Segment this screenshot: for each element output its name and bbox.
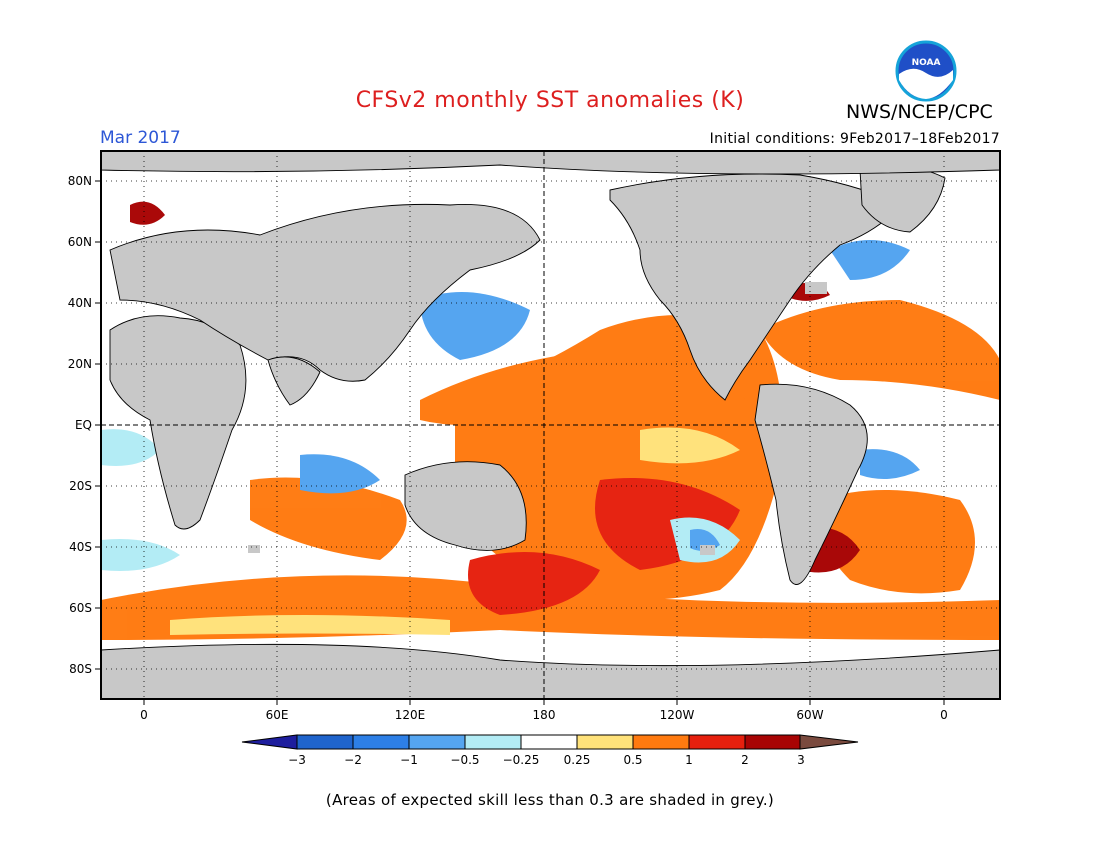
sst-anomaly-map: 80N 60N 40N 20N EQ 20S 40S 60S 80S 0 60E… bbox=[68, 150, 1001, 767]
colorbar-label-neg1: −1 bbox=[400, 753, 418, 767]
forecast-month: Mar 2017 bbox=[100, 128, 181, 148]
initial-conditions: Initial conditions: 9Feb2017–18Feb2017 bbox=[709, 131, 1000, 147]
anomaly-south-atlantic bbox=[818, 490, 975, 594]
colorbar-label-3: 3 bbox=[797, 753, 805, 767]
south-america bbox=[754, 383, 868, 585]
lon-label-60w: 60W bbox=[796, 708, 823, 722]
lon-label-0-west: 0 bbox=[140, 708, 148, 722]
anomaly-south-atlantic-cool bbox=[860, 449, 920, 479]
colorbar-bin-2 bbox=[352, 734, 410, 750]
colorbar-high-arrow bbox=[799, 734, 859, 750]
skill-footnote: (Areas of expected skill less than 0.3 a… bbox=[325, 791, 775, 809]
antarctica bbox=[101, 643, 1000, 699]
cool-anomaly-regions bbox=[101, 240, 920, 571]
reference-lines bbox=[101, 151, 1000, 699]
anomaly-norwegian-sea-hot-spot bbox=[130, 201, 165, 225]
colorbar-bin-8 bbox=[688, 734, 746, 750]
land-masses bbox=[101, 151, 1000, 699]
lon-label-120e: 120E bbox=[395, 708, 426, 722]
north-america bbox=[609, 173, 901, 401]
anomaly-yellow-patch-2 bbox=[170, 615, 450, 635]
anomaly-indian-ocean-cool bbox=[300, 454, 380, 494]
africa bbox=[109, 315, 247, 530]
arctic-land bbox=[101, 151, 1000, 175]
anomaly-northwest-pacific-cool bbox=[420, 292, 530, 360]
colorbar-label-neg2: −2 bbox=[344, 753, 362, 767]
colorbar bbox=[241, 734, 859, 750]
agency-label: NWS/NCEP/CPC bbox=[846, 101, 993, 123]
lat-label-40n: 40N bbox=[68, 296, 92, 310]
map-title: CFSv2 monthly SST anomalies (K) bbox=[355, 88, 745, 113]
lat-label-20n: 20N bbox=[68, 357, 92, 371]
lon-label-60e: 60E bbox=[266, 708, 289, 722]
anomaly-indian-ocean bbox=[250, 477, 407, 560]
colorbar-low-arrow bbox=[241, 734, 298, 750]
colorbar-bin-4 bbox=[464, 734, 522, 750]
anomaly-tropical-atlantic-cool bbox=[101, 429, 160, 466]
anomaly-north-pacific-band bbox=[420, 350, 760, 430]
colorbar-bin-5 bbox=[520, 734, 578, 750]
lat-label-80n: 80N bbox=[68, 174, 92, 188]
colorbar-bin-1 bbox=[296, 734, 354, 750]
colorbar-label-neg0-25: −0.25 bbox=[503, 753, 540, 767]
colorbar-label-0-25: 0.25 bbox=[564, 753, 591, 767]
lat-label-20s: 20S bbox=[69, 479, 92, 493]
anomaly-southern-ocean-cool-west bbox=[101, 539, 180, 571]
colorbar-bin-3 bbox=[408, 734, 466, 750]
logo-text: NOAA bbox=[912, 58, 941, 68]
noaa-logo-icon: NOAA bbox=[895, 40, 957, 102]
india bbox=[267, 356, 321, 406]
lat-label-80s: 80S bbox=[69, 662, 92, 676]
anomaly-north-atlantic-cool bbox=[830, 240, 910, 280]
colorbar-label-neg0-5: −0.5 bbox=[450, 753, 479, 767]
colorbar-bin-6 bbox=[576, 734, 634, 750]
tick-marks bbox=[95, 180, 945, 705]
colorbar-bin-9 bbox=[744, 734, 801, 750]
lon-label-120w: 120W bbox=[660, 708, 695, 722]
lon-label-0-east: 0 bbox=[940, 708, 948, 722]
anomaly-south-pacific-hot bbox=[468, 552, 600, 615]
low-skill-grey-areas bbox=[248, 282, 827, 555]
australia bbox=[404, 461, 527, 551]
anomaly-north-atlantic bbox=[760, 300, 1000, 400]
colorbar-label-neg3: −3 bbox=[288, 753, 306, 767]
colorbar-label-1: 1 bbox=[685, 753, 693, 767]
lon-label-180: 180 bbox=[533, 708, 556, 722]
lat-label-eq: EQ bbox=[75, 418, 92, 432]
lat-label-60s: 60S bbox=[69, 601, 92, 615]
colorbar-label-0-5: 0.5 bbox=[623, 753, 642, 767]
colorbar-label-2: 2 bbox=[741, 753, 749, 767]
lat-label-40s: 40S bbox=[69, 540, 92, 554]
colorbar-bin-7 bbox=[632, 734, 690, 750]
anomaly-yellow-patch-1 bbox=[640, 427, 740, 464]
lat-label-60n: 60N bbox=[68, 235, 92, 249]
europe-asia bbox=[109, 203, 541, 382]
